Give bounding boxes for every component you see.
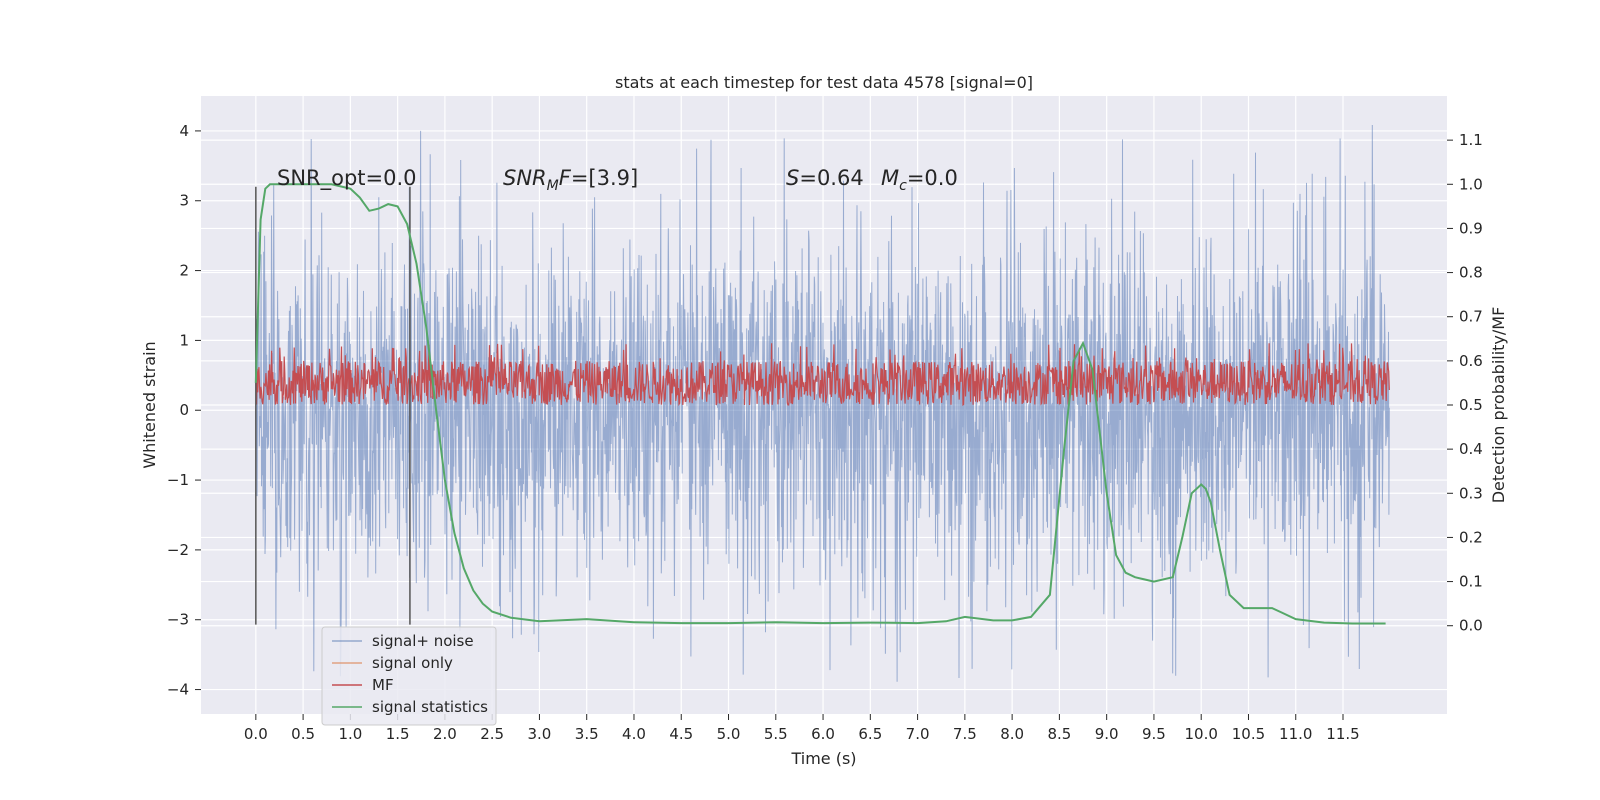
y-right-tick-label: 0.0	[1459, 617, 1483, 635]
y-tick-label: 1	[179, 331, 189, 349]
legend-item-mf: MF	[332, 676, 394, 694]
y-axis-label-left: Whitened strain	[140, 341, 159, 468]
y-right-tick-label: 0.7	[1459, 308, 1483, 326]
x-tick-label: 2.5	[480, 725, 504, 743]
y-right-tick-label: 0.1	[1459, 573, 1483, 591]
annotation-snr-mf: SNRMF=[3.9]	[503, 166, 638, 194]
y-tick-label: 2	[179, 262, 189, 280]
x-tick-label: 4.5	[669, 725, 693, 743]
vertical-markers	[255, 186, 411, 625]
x-tick-label: 10.5	[1232, 725, 1265, 743]
y-right-tick-label: 0.5	[1459, 396, 1483, 414]
annotation-snr-mf-value: =[3.9]	[571, 166, 638, 190]
x-tick-label: 0.0	[244, 725, 268, 743]
legend-label-mf: MF	[372, 676, 394, 694]
x-tick-label: 9.5	[1142, 725, 1166, 743]
legend-box	[321, 626, 497, 726]
legend: signal+ noise signal only MF signal stat…	[321, 626, 497, 726]
y-tick-label: −3	[167, 611, 189, 629]
x-tick-label: 1.5	[386, 725, 410, 743]
x-tick-label: 0.5	[291, 725, 315, 743]
y-tick-label: 3	[179, 192, 189, 210]
legend-item-signal-only: signal only	[332, 654, 453, 672]
annotation-mc-value: =0.0	[907, 166, 958, 190]
legend-label-signal-noise: signal+ noise	[372, 632, 474, 650]
series-signal-statistics-line	[254, 183, 1386, 625]
y-right-tick-label: 0.6	[1459, 352, 1483, 370]
y-right-tick-label: 1.1	[1459, 131, 1483, 149]
annotation-snr-mf-sub: M	[547, 178, 559, 194]
chart-title: stats at each timestep for test data 457…	[615, 73, 1033, 92]
x-tick-label: 4.0	[622, 725, 646, 743]
y-axis-ticks-right: 0.0 0.1 0.2 0.3 0.4 0.5 0.6 0.7 0.8 0.9 1.0 1.1	[1447, 131, 1483, 635]
legend-label-signal-only: signal only	[372, 654, 453, 672]
x-tick-label: 2.0	[433, 725, 457, 743]
y-tick-label: −4	[167, 681, 189, 699]
x-tick-label: 1.0	[338, 725, 362, 743]
legend-item-signal-noise: signal+ noise	[332, 632, 474, 650]
annotation-snr-mf-var: F	[559, 166, 572, 190]
y-tick-label: −1	[167, 471, 189, 489]
x-tick-label: 6.0	[811, 725, 835, 743]
y-right-tick-label: 0.9	[1459, 219, 1483, 237]
x-tick-label: 5.0	[717, 725, 741, 743]
x-tick-label: 7.0	[906, 725, 930, 743]
annotation-s: S=0.64	[786, 166, 864, 190]
annotation-mc-sub: c	[899, 178, 907, 194]
x-tick-label: 7.5	[953, 725, 977, 743]
y-right-tick-label: 0.8	[1459, 264, 1483, 282]
annotation-s-value: =0.64	[799, 166, 863, 190]
y-right-tick-label: 0.2	[1459, 528, 1483, 546]
x-tick-label: 10.0	[1185, 725, 1218, 743]
x-tick-label: 11.5	[1326, 725, 1359, 743]
annotation-mc: Mc=0.0	[881, 166, 958, 194]
x-tick-label: 8.5	[1047, 725, 1071, 743]
y-right-tick-label: 0.3	[1459, 484, 1483, 502]
y-right-tick-label: 0.4	[1459, 440, 1483, 458]
x-tick-label: 3.0	[528, 725, 552, 743]
y-axis-ticks-left: −4 −3 −2 −1 0 1 2 3 4	[167, 122, 201, 699]
x-tick-label: 8.0	[1000, 725, 1024, 743]
x-axis-label: Time (s)	[790, 749, 856, 768]
legend-item-signal-statistics: signal statistics	[332, 698, 488, 716]
legend-label-signal-statistics: signal statistics	[372, 698, 488, 716]
y-right-tick-label: 1.0	[1459, 175, 1483, 193]
series-mf-line	[255, 343, 1390, 407]
x-tick-label: 11.0	[1279, 725, 1312, 743]
x-tick-label: 3.5	[575, 725, 599, 743]
y-tick-label: −2	[167, 541, 189, 559]
x-tick-label: 6.5	[858, 725, 882, 743]
x-axis-ticks: 0.0 0.5 1.0 1.5 2.0 2.5 3.0 3.5 4.0 4.5 5.0 5.5 6.0 6…	[244, 714, 1360, 743]
y-tick-label: 4	[179, 122, 189, 140]
y-tick-label: 0	[179, 401, 189, 419]
annotation-mc-var: M	[881, 166, 899, 190]
x-tick-label: 9.0	[1095, 725, 1119, 743]
annotation-snr-mf-base: SNR	[503, 166, 547, 190]
x-tick-label: 5.5	[764, 725, 788, 743]
y-axis-label-right: Detection probability/MF	[1489, 307, 1508, 504]
annotation-snr-opt: SNR_opt=0.0	[277, 166, 417, 191]
annotation-s-var: S	[786, 166, 799, 190]
